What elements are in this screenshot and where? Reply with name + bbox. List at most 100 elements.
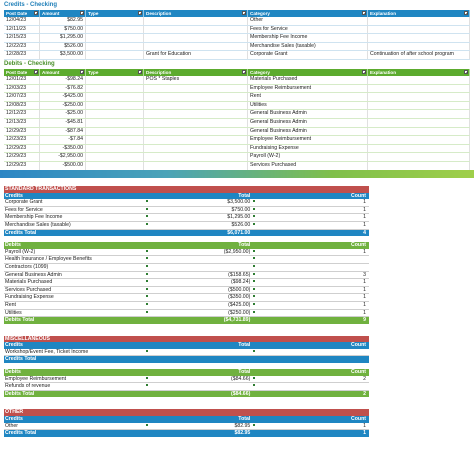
type-cell[interactable]	[86, 110, 144, 118]
category-cell[interactable]: Membership Fee Income	[248, 34, 368, 42]
header-type[interactable]: Type	[86, 69, 144, 76]
description-cell[interactable]	[144, 101, 248, 110]
explanation-cell[interactable]	[368, 127, 470, 136]
explanation-cell[interactable]	[368, 84, 470, 93]
header-description[interactable]: Description	[144, 69, 248, 76]
type-cell[interactable]	[86, 101, 144, 110]
description-cell[interactable]	[144, 110, 248, 118]
amount-cell[interactable]: -$87.84	[40, 127, 86, 136]
description-cell[interactable]	[144, 17, 248, 25]
filter-dropdown-icon[interactable]	[138, 11, 142, 15]
filter-dropdown-icon[interactable]	[362, 11, 366, 15]
filter-dropdown-icon[interactable]	[138, 70, 142, 74]
explanation-cell[interactable]	[368, 153, 470, 161]
type-cell[interactable]	[86, 42, 144, 51]
type-cell[interactable]	[86, 93, 144, 101]
category-cell[interactable]: General Business Admin	[248, 127, 368, 136]
post-date-cell[interactable]: 12/15/23	[4, 34, 40, 42]
category-cell[interactable]: General Business Admin	[248, 110, 368, 118]
explanation-cell[interactable]	[368, 144, 470, 153]
header-description[interactable]: Description	[144, 10, 248, 17]
category-cell[interactable]: General Business Admin	[248, 118, 368, 127]
description-cell[interactable]	[144, 118, 248, 127]
description-cell[interactable]	[144, 34, 248, 42]
type-cell[interactable]	[86, 51, 144, 59]
amount-cell[interactable]: $526.00	[40, 42, 86, 51]
category-cell[interactable]: Services Purchased	[248, 161, 368, 170]
filter-dropdown-icon[interactable]	[242, 70, 246, 74]
category-cell[interactable]: Utilities	[248, 101, 368, 110]
explanation-cell[interactable]	[368, 101, 470, 110]
amount-cell[interactable]: $3,500.00	[40, 51, 86, 59]
category-cell[interactable]: Rent	[248, 93, 368, 101]
explanation-cell[interactable]: Continuation of after school program	[368, 51, 470, 59]
description-cell[interactable]	[144, 127, 248, 136]
type-cell[interactable]	[86, 153, 144, 161]
header-amount[interactable]: Amount	[40, 69, 86, 76]
explanation-cell[interactable]	[368, 93, 470, 101]
filter-dropdown-icon[interactable]	[242, 11, 246, 15]
header-category[interactable]: Category	[248, 69, 368, 76]
amount-cell[interactable]: $82.95	[40, 17, 86, 25]
category-cell[interactable]: Other	[248, 17, 368, 25]
category-cell[interactable]: Payroll (W-2)	[248, 153, 368, 161]
header-explanation[interactable]: Explanation	[368, 69, 470, 76]
category-cell[interactable]: Employee Reimbursement	[248, 84, 368, 93]
amount-cell[interactable]: -$76.82	[40, 84, 86, 93]
category-cell[interactable]: Materials Purchased	[248, 76, 368, 84]
description-cell[interactable]	[144, 161, 248, 170]
post-date-cell[interactable]: 12/11/23	[4, 25, 40, 34]
description-cell[interactable]: Grant for Education	[144, 51, 248, 59]
explanation-cell[interactable]	[368, 42, 470, 51]
type-cell[interactable]	[86, 127, 144, 136]
type-cell[interactable]	[86, 144, 144, 153]
explanation-cell[interactable]	[368, 161, 470, 170]
post-date-cell[interactable]: 12/08/23	[4, 101, 40, 110]
explanation-cell[interactable]	[368, 25, 470, 34]
description-cell[interactable]	[144, 93, 248, 101]
amount-cell[interactable]: -$2,950.00	[40, 153, 86, 161]
amount-cell[interactable]: -$98.24	[40, 76, 86, 84]
type-cell[interactable]	[86, 25, 144, 34]
category-cell[interactable]: Fees for Service	[248, 25, 368, 34]
amount-cell[interactable]: -$25.00	[40, 110, 86, 118]
post-date-cell[interactable]: 12/29/23	[4, 144, 40, 153]
description-cell[interactable]: POS * Staples	[144, 76, 248, 84]
filter-dropdown-icon[interactable]	[80, 11, 84, 15]
description-cell[interactable]	[144, 136, 248, 144]
type-cell[interactable]	[86, 34, 144, 42]
explanation-cell[interactable]	[368, 17, 470, 25]
category-cell[interactable]: Corporate Grant	[248, 51, 368, 59]
explanation-cell[interactable]	[368, 118, 470, 127]
filter-dropdown-icon[interactable]	[464, 11, 468, 15]
explanation-cell[interactable]	[368, 136, 470, 144]
amount-cell[interactable]: $1,295.00	[40, 34, 86, 42]
category-cell[interactable]: Merchandise Sales (taxable)	[248, 42, 368, 51]
amount-cell[interactable]: -$45.81	[40, 118, 86, 127]
type-cell[interactable]	[86, 17, 144, 25]
type-cell[interactable]	[86, 136, 144, 144]
post-date-cell[interactable]: 12/29/23	[4, 161, 40, 170]
post-date-cell[interactable]: 12/12/23	[4, 110, 40, 118]
filter-dropdown-icon[interactable]	[80, 70, 84, 74]
header-explanation[interactable]: Explanation	[368, 10, 470, 17]
header-category[interactable]: Category	[248, 10, 368, 17]
amount-cell[interactable]: -$425.00	[40, 93, 86, 101]
post-date-cell[interactable]: 12/01/23	[4, 76, 40, 84]
post-date-cell[interactable]: 12/29/23	[4, 127, 40, 136]
description-cell[interactable]	[144, 25, 248, 34]
amount-cell[interactable]: -$250.00	[40, 101, 86, 110]
type-cell[interactable]	[86, 84, 144, 93]
amount-cell[interactable]: -$350.00	[40, 144, 86, 153]
header-type[interactable]: Type	[86, 10, 144, 17]
filter-dropdown-icon[interactable]	[464, 70, 468, 74]
description-cell[interactable]	[144, 153, 248, 161]
description-cell[interactable]	[144, 144, 248, 153]
type-cell[interactable]	[86, 118, 144, 127]
explanation-cell[interactable]	[368, 34, 470, 42]
filter-dropdown-icon[interactable]	[362, 70, 366, 74]
category-cell[interactable]: Fundraising Expense	[248, 144, 368, 153]
header-amount[interactable]: Amount	[40, 10, 86, 17]
explanation-cell[interactable]	[368, 110, 470, 118]
post-date-cell[interactable]: 12/22/23	[4, 42, 40, 51]
